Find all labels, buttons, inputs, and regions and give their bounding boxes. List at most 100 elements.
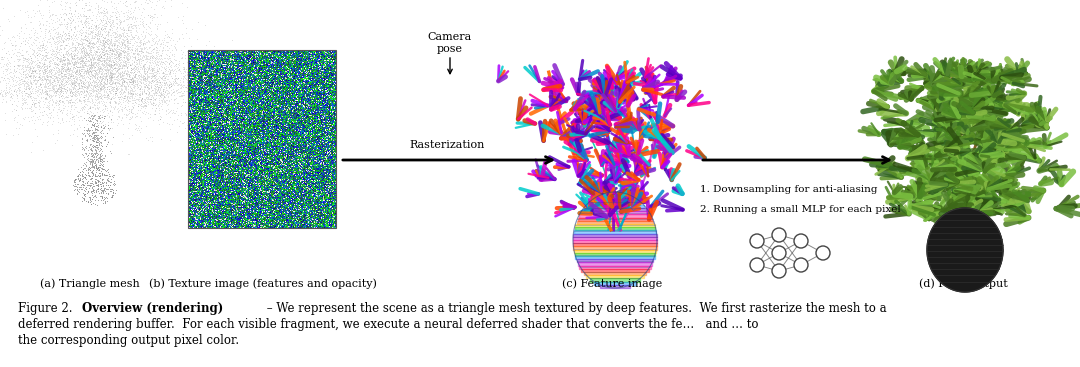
Point: [90, 79, 107, 85]
Point: [96, 46, 113, 52]
Point: [13, 102, 30, 108]
Point: [103, 77, 120, 83]
Point: [66, 86, 83, 92]
Point: [184, 61, 201, 67]
Point: [31, 70, 49, 76]
Point: [146, 73, 163, 79]
Point: [23, 95, 40, 101]
Point: [81, 62, 98, 68]
Point: [99, 182, 117, 188]
Point: [144, 66, 161, 72]
Point: [84, 44, 102, 50]
Point: [167, 61, 185, 67]
Point: [83, 159, 100, 164]
Point: [130, 56, 147, 62]
Point: [2, 93, 19, 99]
Point: [69, 40, 86, 46]
Point: [49, 61, 66, 66]
Point: [135, 63, 152, 69]
Point: [71, 170, 89, 175]
Point: [66, 61, 83, 67]
Point: [149, 33, 166, 39]
Point: [90, 172, 107, 178]
Point: [71, 62, 89, 68]
Point: [124, 47, 141, 53]
Point: [53, 42, 70, 48]
Point: [106, 61, 123, 67]
Point: [132, 80, 149, 86]
Point: [125, 54, 143, 59]
Point: [110, 76, 127, 82]
Point: [119, 79, 136, 85]
Point: [91, 24, 108, 30]
Point: [48, 97, 65, 102]
Point: [23, 34, 40, 40]
Point: [60, 60, 78, 66]
Point: [75, 179, 92, 185]
Point: [54, 54, 71, 59]
Point: [72, 19, 90, 25]
Point: [87, 77, 105, 83]
Point: [106, 51, 123, 57]
Point: [104, 48, 121, 54]
Point: [46, 75, 64, 81]
Point: [27, 74, 44, 80]
Point: [86, 26, 104, 32]
Point: [84, 175, 102, 181]
Point: [81, 167, 98, 173]
Point: [92, 181, 109, 187]
Point: [28, 52, 45, 58]
Point: [92, 26, 109, 32]
Point: [82, 79, 99, 85]
Point: [82, 164, 99, 170]
Point: [107, 104, 124, 110]
Point: [116, 65, 133, 71]
Point: [0, 79, 3, 85]
Point: [172, 88, 189, 94]
Point: [41, 58, 58, 64]
Point: [23, 75, 40, 81]
Point: [83, 23, 100, 29]
Point: [98, 176, 116, 182]
Point: [40, 59, 57, 65]
Point: [65, 44, 82, 50]
Point: [28, 64, 45, 70]
Point: [96, 75, 113, 81]
Point: [99, 46, 117, 51]
Point: [146, 6, 163, 12]
Point: [56, 72, 73, 77]
Point: [100, 53, 118, 59]
Point: [103, 81, 120, 87]
Point: [92, 197, 109, 203]
Point: [17, 85, 35, 91]
Point: [56, 0, 73, 5]
Point: [83, 168, 100, 174]
Point: [56, 23, 73, 29]
Point: [89, 83, 106, 89]
Point: [140, 93, 158, 99]
Point: [147, 74, 164, 80]
Point: [62, 19, 79, 25]
Point: [132, 98, 149, 103]
Point: [87, 188, 105, 193]
Point: [22, 63, 39, 69]
Point: [103, 32, 120, 38]
Point: [172, 117, 189, 123]
Point: [116, 43, 133, 48]
Point: [98, 48, 116, 54]
Point: [65, 91, 82, 97]
Point: [113, 73, 131, 79]
Point: [92, 77, 109, 83]
Point: [111, 71, 129, 77]
Point: [93, 143, 110, 149]
Point: [147, 91, 164, 97]
Point: [58, 23, 76, 29]
Point: [55, 75, 72, 81]
Point: [119, 91, 136, 97]
Point: [0, 46, 11, 52]
Point: [129, 98, 146, 103]
Point: [132, 40, 149, 46]
Point: [179, 138, 197, 144]
Point: [97, 37, 114, 43]
Point: [126, 90, 144, 96]
